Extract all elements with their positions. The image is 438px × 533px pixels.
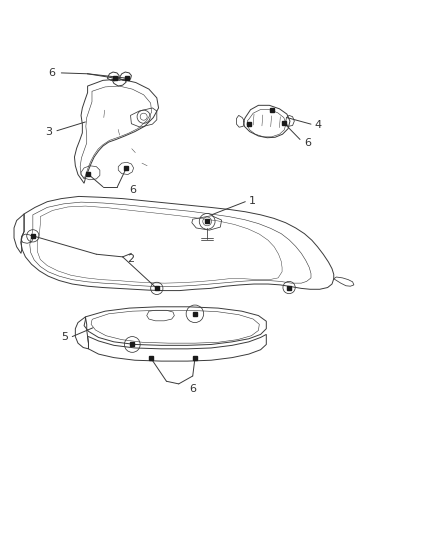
Text: 5: 5	[61, 333, 68, 343]
Text: 6: 6	[129, 185, 136, 195]
Text: 1: 1	[248, 196, 255, 206]
Text: 6: 6	[304, 138, 311, 148]
Text: 4: 4	[314, 120, 321, 130]
Text: 6: 6	[48, 68, 55, 78]
Text: 3: 3	[46, 127, 53, 136]
Text: 2: 2	[127, 254, 134, 264]
Text: 6: 6	[189, 384, 196, 394]
